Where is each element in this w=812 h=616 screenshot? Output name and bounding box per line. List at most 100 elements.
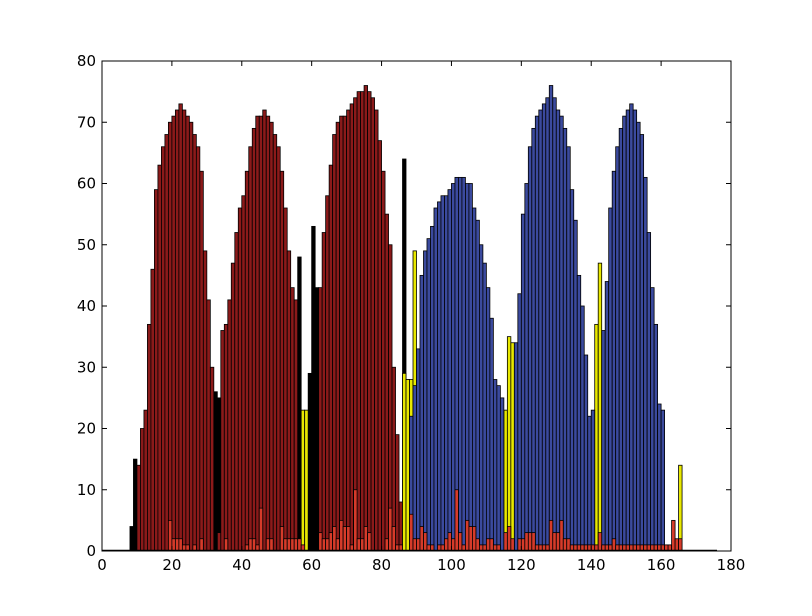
- histogram-bar: [283, 207, 288, 552]
- histogram-bar: [646, 232, 652, 552]
- histogram-bar: [608, 207, 613, 552]
- histogram-bar: [566, 146, 571, 552]
- histogram-bar: [566, 538, 571, 552]
- histogram-bar: [618, 127, 624, 552]
- histogram-bar: [363, 526, 368, 552]
- histogram-bar: [538, 109, 543, 552]
- histogram-bar: [251, 127, 257, 552]
- y-tick-label: 50: [77, 236, 96, 254]
- histogram-bar: [290, 538, 295, 552]
- histogram-bar: [433, 207, 438, 552]
- histogram-bar: [531, 532, 536, 552]
- histogram-bar: [360, 538, 365, 552]
- histogram-bar: [321, 232, 327, 552]
- histogram-bar: [475, 538, 480, 552]
- histogram-bar: [458, 532, 463, 552]
- histogram-bar: [545, 97, 550, 552]
- histogram-bar: [510, 342, 515, 552]
- histogram-bar: [653, 323, 659, 552]
- histogram-bar: [388, 244, 393, 552]
- histogram-bar: [223, 538, 229, 552]
- histogram-bar: [192, 134, 197, 552]
- histogram-bar: [171, 115, 176, 552]
- histogram-bar: [272, 134, 278, 552]
- histogram-bar: [188, 121, 194, 552]
- histogram-bar: [590, 409, 596, 552]
- histogram-bar: [381, 170, 386, 552]
- histogram-bar: [325, 195, 330, 552]
- histogram-bar: [461, 176, 466, 552]
- histogram-bar: [597, 262, 603, 552]
- histogram-bar: [374, 109, 379, 552]
- histogram-bar: [174, 109, 180, 552]
- histogram-bar: [409, 513, 414, 552]
- histogram-bar: [388, 507, 393, 552]
- histogram-bar: [262, 109, 267, 552]
- histogram-bar: [604, 281, 610, 552]
- histogram-bar: [622, 115, 627, 552]
- histogram-bar: [674, 538, 679, 552]
- histogram-bar: [311, 225, 316, 552]
- y-tick-label: 20: [77, 420, 96, 438]
- histogram-bar: [321, 538, 327, 552]
- histogram-bar: [265, 115, 271, 552]
- histogram-bar: [360, 91, 365, 552]
- histogram-bar: [517, 538, 522, 552]
- histogram-bar: [524, 532, 529, 552]
- histogram-bar: [629, 103, 634, 552]
- histogram-bar: [524, 183, 529, 552]
- histogram-bar: [297, 256, 302, 552]
- histogram-bar: [465, 183, 470, 552]
- histogram-bar: [216, 532, 222, 552]
- histogram-bar: [167, 121, 173, 552]
- histogram-bar: [174, 538, 180, 552]
- histogram-bar: [402, 372, 407, 552]
- bars-layer: [102, 85, 718, 552]
- histogram-bar: [356, 91, 361, 552]
- histogram-bar: [451, 538, 456, 552]
- histogram-bar: [405, 379, 410, 552]
- histogram-bar: [154, 189, 159, 552]
- histogram-bar: [559, 519, 564, 552]
- histogram-bar: [377, 140, 382, 552]
- histogram-bar: [601, 330, 606, 552]
- y-tick-label: 80: [77, 52, 96, 70]
- histogram-bar: [171, 538, 176, 552]
- histogram-bar: [395, 434, 400, 552]
- histogram-bar: [468, 183, 473, 552]
- histogram-bar: [209, 366, 215, 552]
- histogram-bar: [307, 372, 313, 552]
- histogram-bar: [569, 189, 575, 552]
- histogram-bar: [416, 538, 421, 552]
- bar-series-1: [136, 85, 403, 552]
- histogram-bar: [398, 501, 403, 552]
- histogram-bar: [279, 170, 285, 552]
- histogram-bar: [451, 183, 456, 552]
- histogram-bar: [650, 287, 655, 552]
- x-tick-label: 80: [372, 556, 391, 574]
- histogram-bar: [346, 526, 351, 552]
- histogram-bar: [426, 238, 431, 552]
- histogram-bar: [318, 532, 323, 552]
- histogram-bar: [412, 385, 417, 552]
- histogram-bar: [216, 397, 222, 552]
- histogram-bar: [632, 109, 638, 552]
- histogram-bar: [227, 299, 232, 552]
- y-tick-label: 70: [77, 113, 96, 131]
- histogram-bar: [496, 385, 501, 552]
- histogram-bar: [223, 323, 229, 552]
- x-tick-label: 40: [232, 556, 251, 574]
- histogram-bar: [615, 146, 620, 552]
- histogram-bar: [447, 189, 452, 552]
- histogram-bar: [199, 538, 204, 552]
- histogram-bar: [332, 134, 337, 552]
- histogram-bar: [353, 489, 358, 552]
- histogram-bar: [178, 538, 183, 552]
- histogram-bar: [297, 538, 302, 552]
- bar-series-3: [409, 85, 665, 552]
- histogram-bar: [548, 85, 554, 552]
- x-tick-label: 20: [162, 556, 181, 574]
- histogram-bar: [559, 115, 564, 552]
